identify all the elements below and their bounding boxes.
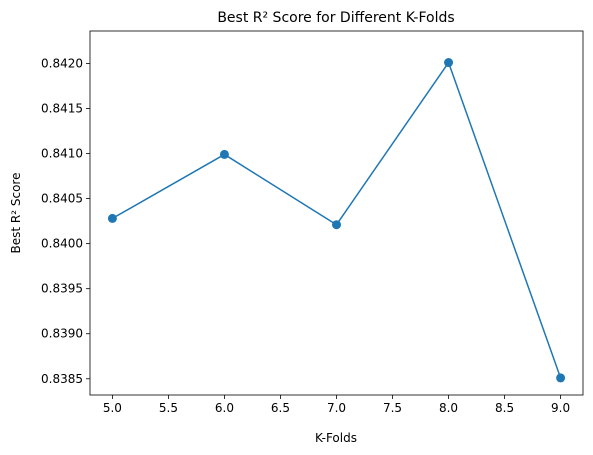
y-tick-label: 0.8385 <box>41 372 83 386</box>
y-axis-ticks: 0.8385 0.8390 0.8395 0.8400 0.8405 0.8410 0.84… <box>41 56 90 386</box>
x-tick-label: 5.0 <box>103 401 122 415</box>
y-tick-label: 0.8395 <box>41 282 83 296</box>
y-tick-label: 0.8420 <box>41 56 83 70</box>
plot-frame <box>89 30 584 396</box>
y-tick-label: 0.8390 <box>41 327 83 341</box>
x-tick-label: 6.5 <box>271 401 290 415</box>
y-tick-label: 0.8415 <box>41 101 83 115</box>
data-point <box>556 373 566 383</box>
data-point <box>219 149 229 159</box>
x-tick-label: 6.0 <box>215 401 234 415</box>
data-point <box>444 58 454 68</box>
x-tick-label: 8.5 <box>495 401 514 415</box>
x-tick-label: 7.5 <box>383 401 402 415</box>
x-tick-label: 8.0 <box>439 401 458 415</box>
y-tick-label: 0.8400 <box>41 237 83 251</box>
y-tick-label: 0.8405 <box>41 192 83 206</box>
data-point <box>107 213 117 223</box>
chart-title: Best R² Score for Different K-Folds <box>217 10 454 26</box>
x-axis-ticks: 5.0 5.5 6.0 6.5 7.0 7.5 8.0 8.5 9.0 <box>103 395 570 415</box>
y-tick-label: 0.8410 <box>41 147 83 161</box>
x-tick-label: 5.5 <box>159 401 178 415</box>
x-axis-label: K-Folds <box>315 431 357 445</box>
series-layer <box>107 58 566 383</box>
y-axis-label: Best R² Score <box>9 173 23 254</box>
plot-area <box>90 31 583 395</box>
x-tick-label: 9.0 <box>551 401 570 415</box>
x-tick-label: 7.0 <box>327 401 346 415</box>
data-point <box>332 220 341 230</box>
